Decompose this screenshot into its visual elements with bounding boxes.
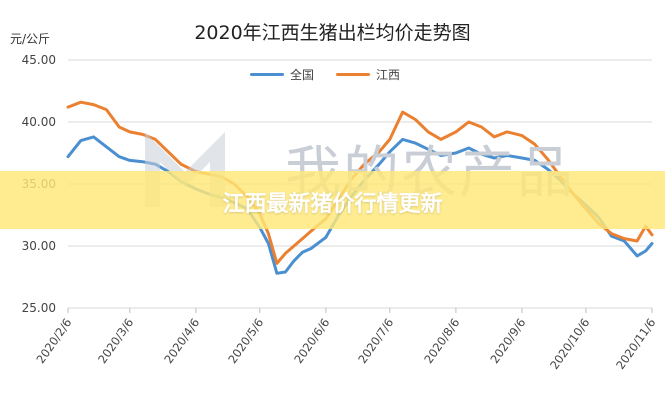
x-tick-label: 2020/10/6 [547, 316, 592, 372]
legend-label-jiangxi: 江西 [376, 68, 401, 82]
x-tick-label: 2020/9/6 [487, 316, 528, 366]
y-tick-label: 40.00 [22, 115, 56, 129]
x-tick-label: 2020/5/6 [225, 316, 266, 366]
y-axis-unit-label: 元/公斤 [10, 32, 51, 46]
x-tick-label: 2020/4/6 [161, 316, 202, 366]
banner-title: 江西最新猪价行情更新 [222, 192, 443, 217]
legend-swatch-jiangxi [336, 73, 371, 76]
banner [0, 171, 665, 229]
x-tick-label: 2020/6/6 [291, 316, 332, 366]
y-tick-label: 30.00 [22, 239, 56, 253]
legend-item-jiangxi: 江西 [336, 66, 400, 83]
legend-swatch-national [250, 73, 284, 76]
x-tick-label: 2020/2/6 [33, 316, 74, 366]
legend-item-national: 全国 [250, 66, 314, 83]
x-tick-label: 2020/11/6 [613, 316, 658, 372]
y-tick-label: 25.00 [22, 301, 56, 315]
legend-label-national: 全国 [290, 68, 315, 82]
chart-title: 2020年江西生猪出栏均价走势图 [194, 22, 471, 44]
x-tick-label: 2020/8/6 [421, 316, 462, 366]
y-tick-label: 45.00 [22, 53, 56, 67]
legend: 全国 江西 [250, 66, 400, 83]
x-tick-label: 2020/3/6 [95, 316, 136, 366]
x-tick-label: 2020/7/6 [355, 316, 396, 366]
